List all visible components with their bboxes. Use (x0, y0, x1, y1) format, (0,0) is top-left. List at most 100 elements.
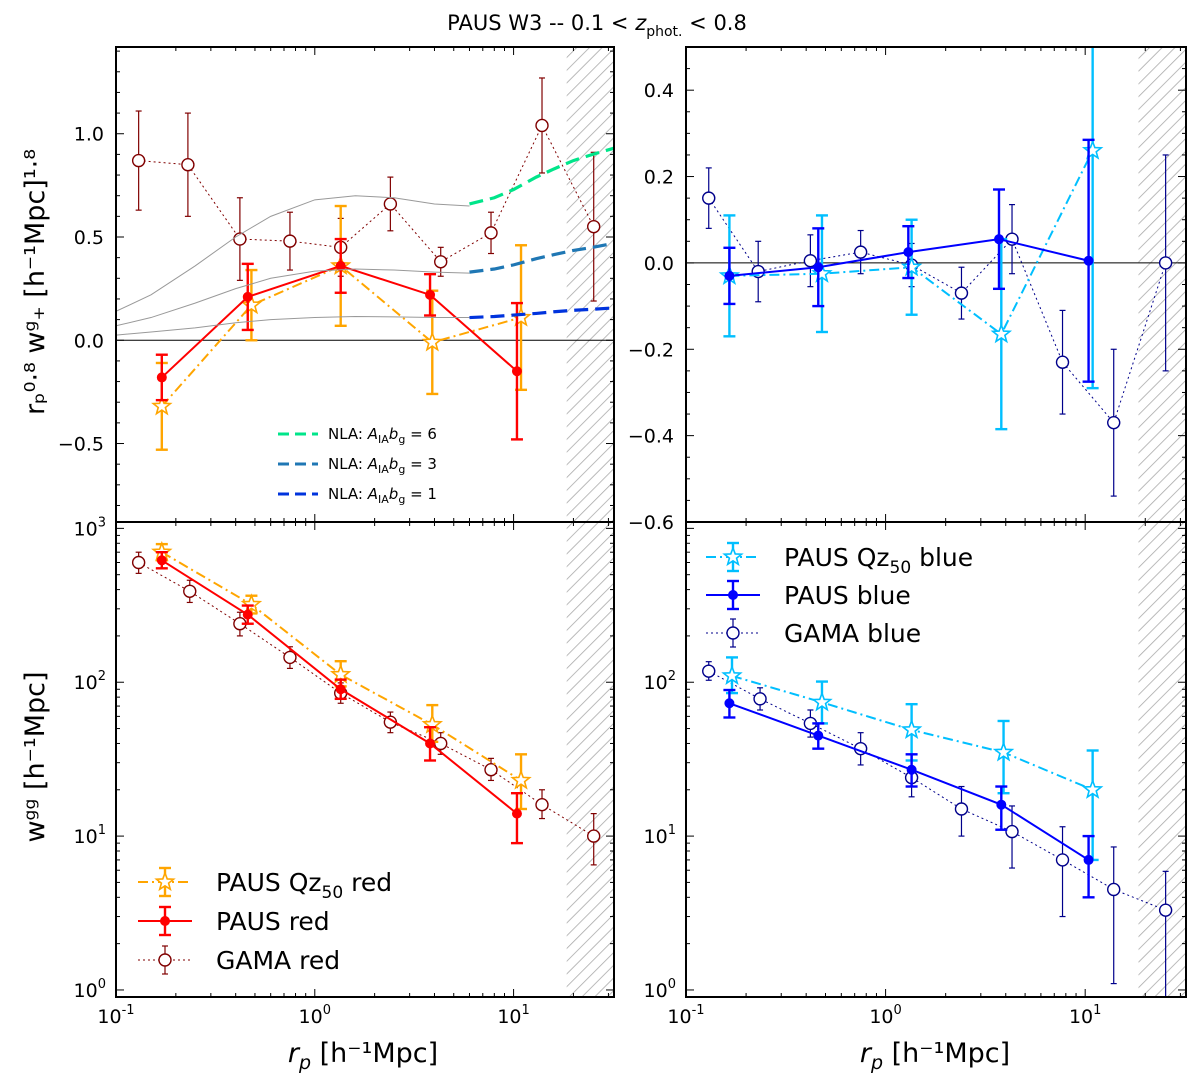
top-left-series-gama-red-point (434, 255, 448, 269)
top-left-series-paus-red-line (161, 264, 518, 379)
bottom-left-ytick-base: 10 (74, 672, 98, 694)
top-right-series-paus-blue-point (903, 247, 914, 258)
top-right-series-paus-blue-point (813, 262, 824, 273)
top-right-series-paus-blue (723, 138, 1095, 383)
top-right-series-gama-blue-point (1107, 415, 1121, 430)
bottom-right-xtick-base: 10 (1069, 1006, 1093, 1028)
bottom-right-legend-entry-marker (722, 545, 744, 567)
bottom-right-legend-entry-label-prefix: PAUS Qz (784, 543, 890, 572)
top-left-series-nla-a-ia-b-g-6 (469, 146, 614, 206)
top-left-series-gama-red-point (181, 158, 195, 172)
bottom-right-series-paus-qz50-blue-point (900, 718, 923, 740)
top-left-legend-entry-label-value: = 6 (405, 425, 437, 443)
top-left-series-nla-a-ia-b-g-6-line (469, 146, 614, 206)
bottom-left-xtick-exp: -1 (122, 1003, 135, 1018)
bottom-left-ytick-exp: 2 (98, 669, 106, 684)
top-right-excluded-region (1138, 47, 1186, 522)
top-left-legend-entry-label-b: b (389, 425, 399, 443)
top-left-excluded-region (566, 47, 614, 522)
bottom-right-series-paus-qz50-blue-point (811, 691, 833, 712)
bottom-left-ytick-base: 10 (74, 518, 98, 540)
top-left-legend-entry-label-a: A (367, 485, 378, 503)
top-left-series-paus-qz50-red-point (240, 293, 263, 315)
top-right-ytick-label: −0.4 (628, 426, 674, 448)
top-left-ticks: −0.5 0.0 0.5 1.0 (58, 47, 614, 522)
panel-top-right: −0.6 −0.4 −0.2 0.0 0.2 0.4 (628, 46, 1187, 534)
bottom-left-series-gama-red-line (138, 562, 594, 837)
bottom-left-ytick-exp: 0 (98, 977, 106, 992)
bottom-right-xtick-label: 100 (869, 1003, 901, 1028)
bottom-right-series-paus-blue-point (996, 799, 1007, 810)
bottom-left-legend-entry-label: GAMA red (216, 946, 340, 975)
bottom-right-series-paus-blue-point (1083, 854, 1094, 865)
bottom-right-ytick-label: 101 (644, 823, 676, 848)
top-left-legend-entry-label-a: A (367, 425, 378, 443)
bottom-right-excluded-region (1138, 522, 1186, 997)
top-left-series-paus-qz50-red-point (151, 395, 173, 416)
top-right-series-paus-blue-point (724, 270, 735, 281)
bottom-left-legend-entry: PAUS red (138, 905, 330, 937)
bottom-left-legend-entry-label-suffix: red (343, 868, 392, 897)
top-right-series-gama-blue-point (853, 245, 868, 259)
bottom-left-series-paus-qz50-red-point (421, 713, 444, 734)
top-left-series-nla-a-ia-b-g-3 (469, 241, 614, 274)
bottom-right-legend-entry-marker (726, 626, 740, 640)
bottom-left-legend: PAUS Qz50 red PAUS red GAMA red (138, 866, 392, 975)
bottom-right-xtick-exp: 0 (894, 1003, 902, 1018)
bottom-left-ytick-base: 10 (74, 826, 98, 848)
top-left-legend-entry: NLA: AIAbg = 3 (278, 455, 437, 476)
top-left-legend-entry-label-value: = 3 (405, 455, 437, 473)
top-left-series-gama-red-point (383, 197, 398, 211)
top-left-legend-entry-label-prefix: NLA: (328, 425, 368, 443)
bottom-right-xtick-label: 101 (1069, 1003, 1101, 1028)
bottom-right-frame (685, 521, 1187, 998)
bottom-right-ytick-exp: 1 (668, 823, 676, 838)
top-left-legend-entry-label-prefix: NLA: (328, 455, 368, 473)
bottom-left-series-paus-red (155, 551, 523, 845)
top-left-frame (115, 46, 615, 523)
bottom-right-ytick-base: 10 (644, 672, 668, 694)
top-left-legend-entry-label: NLA: AIAbg = 3 (328, 455, 437, 476)
bottom-left-legend-entry-label-sub: 50 (322, 883, 344, 903)
bottom-right-series-paus-qz50-blue (721, 656, 1104, 862)
bottom-left-ytick-label: 100 (74, 977, 106, 1002)
top-right-series-gama-blue (702, 154, 1173, 497)
top-left-legend-entry-label-bsub: g (398, 493, 405, 506)
top-right-series-gama-blue-point (702, 191, 716, 205)
top-left-series-model-6-line (116, 195, 470, 312)
bottom-left-series-paus-qz50-red-line (161, 551, 522, 782)
bottom-left-legend-entry-marker (158, 953, 172, 967)
bottom-left-ytick-label: 103 (74, 515, 106, 540)
bottom-right-legend-entry: GAMA blue (706, 618, 921, 648)
top-left-series-gama-red-point (484, 226, 498, 240)
top-left-legend-entry: NLA: AIAbg = 1 (278, 485, 437, 506)
bottom-left-frame (115, 521, 615, 998)
top-right-series-gama-blue-line (708, 197, 1167, 424)
bottom-left-series-paus-red-point (242, 609, 253, 620)
bottom-left-xtick-label: 10-1 (97, 1003, 134, 1028)
bottom-right-ytick-label: 100 (644, 977, 676, 1002)
bottom-left-ytick-exp: 1 (98, 823, 106, 838)
bottom-right-xtick-label: 10-1 (667, 1003, 704, 1028)
bottom-left-series-paus-red-point (511, 808, 522, 819)
bottom-right-series-gama-blue (702, 661, 1173, 997)
bottom-left-legend-entry: PAUS Qz50 red (138, 866, 392, 903)
bottom-right-legend-entry-label: PAUS Qz50 blue (784, 543, 973, 578)
bottom-right-series-gama-blue-point (702, 664, 716, 678)
top-left-series-paus-red-point (425, 289, 436, 300)
top-right-series-paus-qz50-blue-point (1081, 139, 1104, 160)
bottom-right-series-gama-blue-point (1158, 903, 1173, 917)
bottom-right-series-paus-qz50-blue-point (721, 664, 743, 685)
bottom-left-legend-entry: GAMA red (138, 945, 340, 975)
top-right-ytick-label: 0.0 (644, 253, 674, 275)
bottom-right-legend-entry-marker (728, 590, 738, 600)
bottom-right-series-paus-qz50-blue-point (1081, 778, 1104, 799)
bottom-right-series-gama-blue-point (1107, 882, 1121, 897)
top-left-ytick-label: −0.5 (58, 434, 104, 456)
